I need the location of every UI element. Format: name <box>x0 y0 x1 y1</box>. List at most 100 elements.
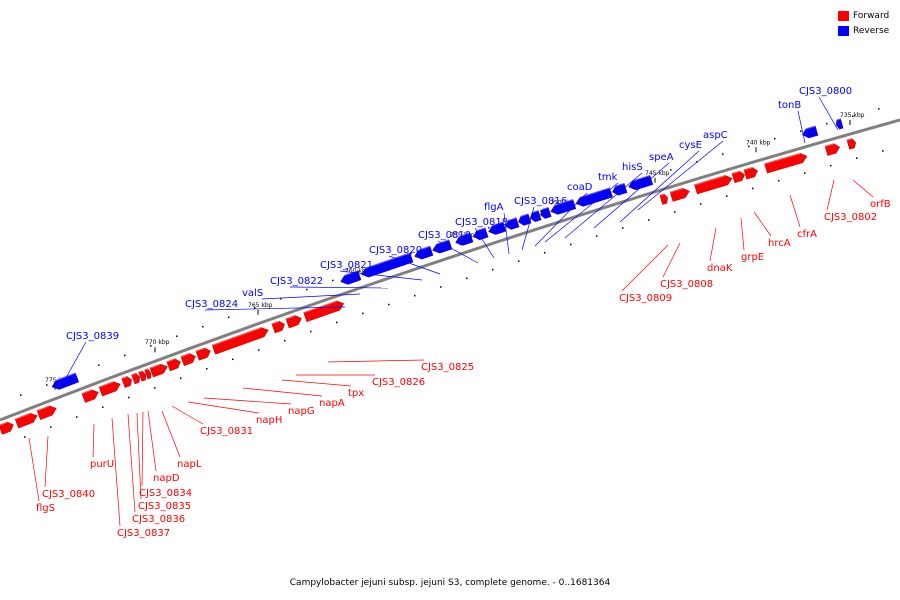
forward-gene <box>669 187 690 202</box>
minor-tick <box>540 210 542 212</box>
reverse-leader-line <box>503 212 510 255</box>
minor-tick <box>98 364 100 366</box>
legend-label-reverse: Reverse <box>853 25 890 36</box>
forward-gene-shine <box>669 187 683 193</box>
reverse-gene-shine <box>49 371 76 384</box>
reverse-gene-shape <box>455 232 474 246</box>
forward-gene-label: purU <box>90 459 114 470</box>
minor-tick <box>856 157 858 159</box>
forward-gene-label: grpE <box>741 252 764 263</box>
minor-tick <box>154 387 156 389</box>
minor-tick <box>518 260 520 262</box>
reverse-leader-line <box>261 293 361 300</box>
forward-leader-line <box>127 413 136 513</box>
forward-gene-label: CJS3_0837 <box>117 528 170 539</box>
reverse-gene-label: CJS3_0839 <box>66 331 119 342</box>
forward-gene-label: napD <box>153 473 180 484</box>
forward-gene-shine <box>764 152 801 165</box>
reverse-gene-shape <box>340 270 362 285</box>
legend-item-forward: Forward <box>838 8 889 23</box>
forward-gene <box>36 404 57 420</box>
minor-tick <box>492 268 494 271</box>
forward-gene-shape <box>211 327 269 355</box>
forward-leader-line <box>281 379 352 387</box>
reverse-gene-shape <box>628 174 654 191</box>
forward-leader-line <box>147 410 157 472</box>
minor-tick <box>722 153 724 155</box>
forward-gene-label: napA <box>319 398 345 409</box>
tick-label: 740 kbp <box>746 139 771 146</box>
forward-gene <box>98 380 121 397</box>
forward-gene-shape <box>669 187 690 202</box>
forward-gene-shine <box>824 142 834 147</box>
forward-gene <box>166 357 181 372</box>
minor-tick <box>306 288 308 291</box>
reverse-gene <box>626 174 654 191</box>
forward-gene-shape <box>694 175 733 195</box>
reverse-gene-label: CJS3_0818 <box>455 217 508 228</box>
reverse-gene <box>800 124 819 139</box>
forward-gene-label: CJS3_0836 <box>132 514 185 525</box>
reverse-gene-label: tmk <box>598 172 618 183</box>
forward-gene <box>121 375 132 388</box>
minor-tick <box>570 243 572 246</box>
forward-gene-shape <box>166 358 181 372</box>
forward-gene <box>138 369 146 382</box>
reverse-gene <box>610 182 628 196</box>
minor-tick <box>544 252 546 254</box>
forward-gene-shape <box>743 167 758 180</box>
minor-tick <box>336 321 338 324</box>
reverse-leader-line <box>593 162 670 229</box>
minor-tick <box>648 219 650 221</box>
minor-tick <box>20 394 22 396</box>
reverse-gene-shine <box>338 269 359 278</box>
forward-gene-shine <box>694 174 726 186</box>
forward-gene <box>131 372 140 385</box>
minor-tick <box>362 312 364 315</box>
forward-leader-line <box>852 179 874 198</box>
minor-tick <box>202 325 204 328</box>
forward-gene-label: cfrA <box>797 229 817 240</box>
minor-tick <box>466 277 468 280</box>
reverse-gene-shape <box>612 182 628 196</box>
reverse-leader-line <box>474 227 495 259</box>
minor-tick <box>50 426 52 428</box>
genome-caption: Campylobacter jejuni subsp. jejuni S3, c… <box>289 578 611 588</box>
reverse-leader-line <box>437 240 479 264</box>
reverse-gene-label: CJS3_0822 <box>270 276 323 287</box>
forward-gene-label: napL <box>177 459 202 470</box>
legend: Forward Reverse <box>838 8 889 38</box>
forward-gene-shape <box>0 421 14 435</box>
forward-gene <box>846 137 857 150</box>
reverse-gene-shape <box>540 206 552 219</box>
reverse-gene-label: CJS3_0816 <box>514 196 567 207</box>
reverse-leader-line <box>818 96 839 131</box>
forward-gene-shine <box>14 412 31 420</box>
forward-leader-line <box>662 242 681 278</box>
forward-leader-line <box>187 401 260 414</box>
legend-label-forward: Forward <box>853 10 890 21</box>
legend-swatch-forward <box>838 10 849 21</box>
forward-leader-line <box>327 359 425 363</box>
reverse-gene-shape <box>835 118 844 130</box>
reverse-gene <box>503 216 520 230</box>
reverse-gene <box>486 220 507 235</box>
forward-gene <box>731 170 745 184</box>
forward-gene-shine <box>131 372 137 376</box>
forward-gene-shine <box>98 380 114 388</box>
legend-item-reverse: Reverse <box>838 23 889 38</box>
forward-gene-shine <box>149 363 161 369</box>
forward-gene <box>144 367 152 380</box>
forward-gene <box>764 152 808 174</box>
forward-gene-shine <box>121 375 128 380</box>
forward-gene <box>659 192 669 205</box>
forward-gene-shape <box>81 389 99 403</box>
forward-leader-line <box>242 387 323 397</box>
forward-leader-line <box>621 244 669 292</box>
forward-gene <box>271 320 285 334</box>
minor-tick <box>778 179 780 182</box>
minor-tick <box>800 130 802 132</box>
forward-gene-label: CJS3_0802 <box>824 212 877 223</box>
forward-leader-line <box>136 412 142 500</box>
forward-leader-line <box>171 405 204 425</box>
